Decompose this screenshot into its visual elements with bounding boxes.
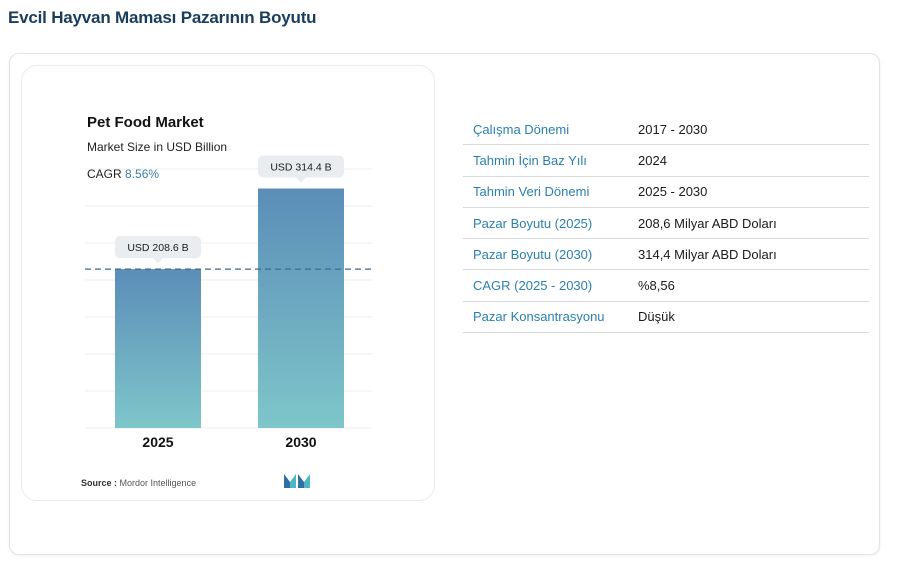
table-key: Tahmin İçin Baz Yılı bbox=[473, 152, 587, 168]
source-label: Source : bbox=[81, 478, 118, 488]
table-key: Pazar Boyutu (2030) bbox=[473, 246, 593, 262]
x-tick-label: 2030 bbox=[285, 434, 316, 450]
chart-subtitle: Market Size in USD Billion bbox=[87, 140, 228, 154]
table-value: Düşük bbox=[638, 309, 675, 325]
table-value: %8,56 bbox=[638, 278, 675, 294]
data-label-bg bbox=[258, 155, 344, 178]
bar-2025 bbox=[115, 269, 201, 428]
table-value: 2017 - 2030 bbox=[638, 121, 708, 137]
table-key: Tahmin Veri Dönemi bbox=[473, 184, 590, 200]
x-tick-label: 2025 bbox=[142, 434, 173, 450]
page-title: Evcil Hayvan Maması Pazarının Boyutu bbox=[8, 8, 317, 27]
table-row: Pazar Boyutu (2025) 208,6 Milyar ABD Dola… bbox=[463, 208, 869, 240]
cagr-line: CAGR 8.56% bbox=[87, 167, 159, 181]
source-note: Source : Mordor Intelligence bbox=[81, 478, 196, 488]
table-row: Tahmin İçin Baz Yılı 2024 bbox=[463, 145, 869, 177]
table-value: 314,4 Milyar ABD Doları bbox=[638, 246, 777, 262]
data-label: USD 208.6 B bbox=[127, 242, 188, 254]
data-label-pointer bbox=[296, 177, 306, 183]
table-row: Pazar Konsantrasyonu Düşük bbox=[463, 302, 869, 334]
bar-2030 bbox=[258, 188, 344, 428]
table-row: Çalışma Dönemi 2017 - 2030 bbox=[463, 114, 869, 146]
chart-title: Pet Food Market bbox=[87, 114, 204, 131]
market-info-table: Çalışma Dönemi 2017 - 2030 Tahmin İçin Baz… bbox=[463, 114, 869, 334]
table-row: Pazar Boyutu (2030) 314,4 Milyar ABD Dola… bbox=[463, 239, 869, 271]
cagr-value: 8.56% bbox=[125, 167, 160, 181]
table-row: CAGR (2025 - 2030) %8,56 bbox=[463, 270, 869, 302]
data-label: USD 314.4 B bbox=[270, 162, 331, 174]
data-label-bg bbox=[115, 236, 201, 259]
cagr-label: CAGR bbox=[87, 167, 122, 181]
table-key: CAGR (2025 - 2030) bbox=[473, 278, 593, 294]
data-label-pointer bbox=[153, 258, 163, 264]
mordor-intelligence-logo-icon bbox=[284, 474, 310, 488]
table-key: Pazar Konsantrasyonu bbox=[473, 309, 605, 325]
source-value: Mordor Intelligence bbox=[119, 478, 197, 488]
table-row: Tahmin Veri Dönemi 2025 - 2030 bbox=[463, 177, 869, 208]
table-value: 208,6 Milyar ABD Doları bbox=[638, 215, 777, 231]
table-value: 2025 - 2030 bbox=[638, 184, 708, 200]
table-key: Çalışma Dönemi bbox=[473, 121, 570, 137]
table-key: Pazar Boyutu (2025) bbox=[473, 215, 593, 231]
table-value: 2024 bbox=[638, 152, 667, 168]
